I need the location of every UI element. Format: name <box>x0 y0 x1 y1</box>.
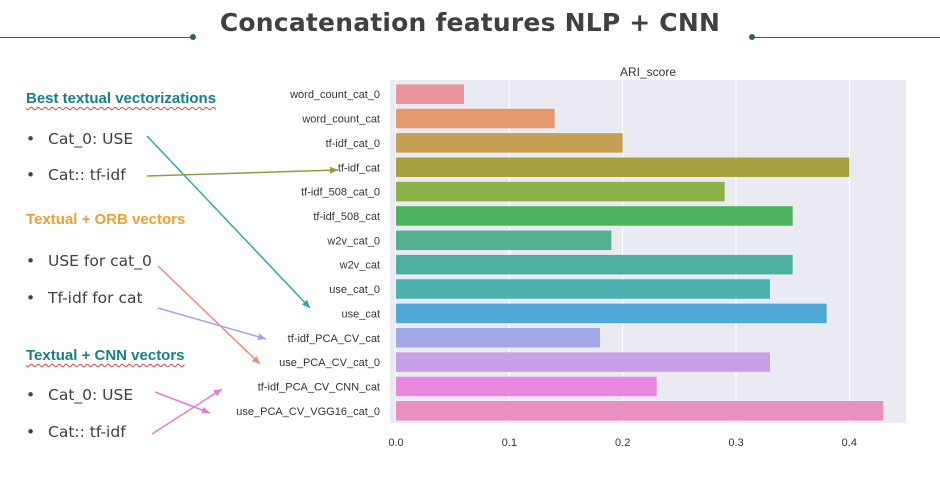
bar-use_cat <box>396 303 827 324</box>
bullet-text: USE for cat_0 <box>48 252 152 270</box>
category-label: w2v_cat_0 <box>326 235 380 247</box>
bar-word_count_cat <box>396 108 555 129</box>
bar-w2v_cat <box>396 254 793 275</box>
bullet-text: Tf-idf for cat <box>48 289 143 307</box>
bullet-best-2: • Cat:: tf-idf <box>26 166 126 184</box>
title-rule-left-dot <box>190 34 196 40</box>
category-label: use_cat_0 <box>329 284 380 296</box>
bullet-text: Cat_0: USE <box>48 386 134 404</box>
chart-title: ARI_score <box>620 65 676 79</box>
bullet-text: Cat:: tf-idf <box>48 166 126 184</box>
slide-title: Concatenation features NLP + CNN <box>219 8 721 37</box>
bullet-text: Cat:: tf-idf <box>48 423 126 441</box>
bar-use_cat_0 <box>396 279 770 299</box>
x-tick-label: 0.2 <box>615 437 630 449</box>
x-tick-label: 0.0 <box>388 437 403 449</box>
arrow-cat0-use <box>146 135 311 309</box>
title-rule-right <box>752 37 940 38</box>
annotation-arrows <box>146 135 339 435</box>
bullet-text: Cat_0: USE <box>48 130 134 148</box>
bullet-cnn-1: • Cat_0: USE <box>26 386 133 404</box>
arrow-cnn-cat-tfidf <box>151 388 223 435</box>
category-label: word_count_cat_0 <box>289 89 380 101</box>
bar-use_PCA_CV_VGG16_cat_0 <box>396 401 884 421</box>
category-label: tf-idf_cat_0 <box>326 138 380 150</box>
bullet-cnn-2: • Cat:: tf-idf <box>26 423 126 441</box>
bullet-dot: • <box>26 130 36 148</box>
category-label: tf-idf_508_cat <box>313 211 380 223</box>
category-labels: word_count_cat_0 word_count_cat tf-idf_cat… <box>236 89 380 418</box>
bullet-dot: • <box>26 252 36 270</box>
bar-use_PCA_CV_cat_0 <box>396 352 770 372</box>
bar-tf-idf_508_cat <box>396 206 793 226</box>
section-heading-orb: Textual + ORB vectors <box>26 211 186 228</box>
x-tick-label: 0.3 <box>728 437 743 449</box>
bar-tf-idf_cat <box>396 157 850 177</box>
bar-tf-idf_508_cat_0 <box>396 181 725 202</box>
bar-tf-idf_PCA_CV_cat <box>396 328 600 348</box>
title-rule-right-dot <box>749 34 755 40</box>
category-label: use_PCA_CV_VGG16_cat_0 <box>236 406 380 418</box>
bullet-best-1: • Cat_0: USE <box>26 130 133 148</box>
bullet-dot: • <box>26 386 36 404</box>
bar-word_count_cat_0 <box>396 84 464 104</box>
x-tick-label: 0.4 <box>842 437 857 449</box>
category-label: use_cat <box>341 308 380 320</box>
category-label: word_count_cat <box>301 114 380 126</box>
bullet-orb-1: • USE for cat_0 <box>26 252 152 270</box>
arrow-tfidf-cat-orb <box>157 307 267 341</box>
title-rule-left <box>0 37 192 38</box>
bar-tf-idf_PCA_CV_CNN_cat <box>396 376 657 397</box>
arrow-cnn-cat0-use <box>154 391 211 414</box>
category-label: use_PCA_CV_cat_0 <box>279 357 380 369</box>
arrow-cat-tfidf <box>146 166 339 177</box>
bullet-dot: • <box>26 423 36 441</box>
category-label: tf-idf_PCA_CV_cat <box>288 333 380 345</box>
bar-w2v_cat_0 <box>396 230 612 251</box>
bars <box>396 84 884 421</box>
category-label: tf-idf_508_cat_0 <box>301 187 380 199</box>
section-heading-best: Best textual vectorizations <box>26 90 217 107</box>
category-label: tf-idf_cat <box>338 162 380 174</box>
x-tick-labels: 0.0 0.1 0.2 0.3 0.4 <box>388 437 857 449</box>
bullet-orb-2: • Tf-idf for cat <box>26 289 143 307</box>
category-label: tf-idf_PCA_CV_CNN_cat <box>258 381 380 393</box>
bullet-dot: • <box>26 289 36 307</box>
bullet-dot: • <box>26 166 36 184</box>
x-tick-label: 0.1 <box>502 437 517 449</box>
arrow-use-cat0-orb <box>157 265 261 365</box>
category-label: w2v_cat <box>339 260 380 272</box>
section-heading-cnn: Textual + CNN vectors <box>26 347 185 364</box>
bar-tf-idf_cat_0 <box>396 133 623 153</box>
